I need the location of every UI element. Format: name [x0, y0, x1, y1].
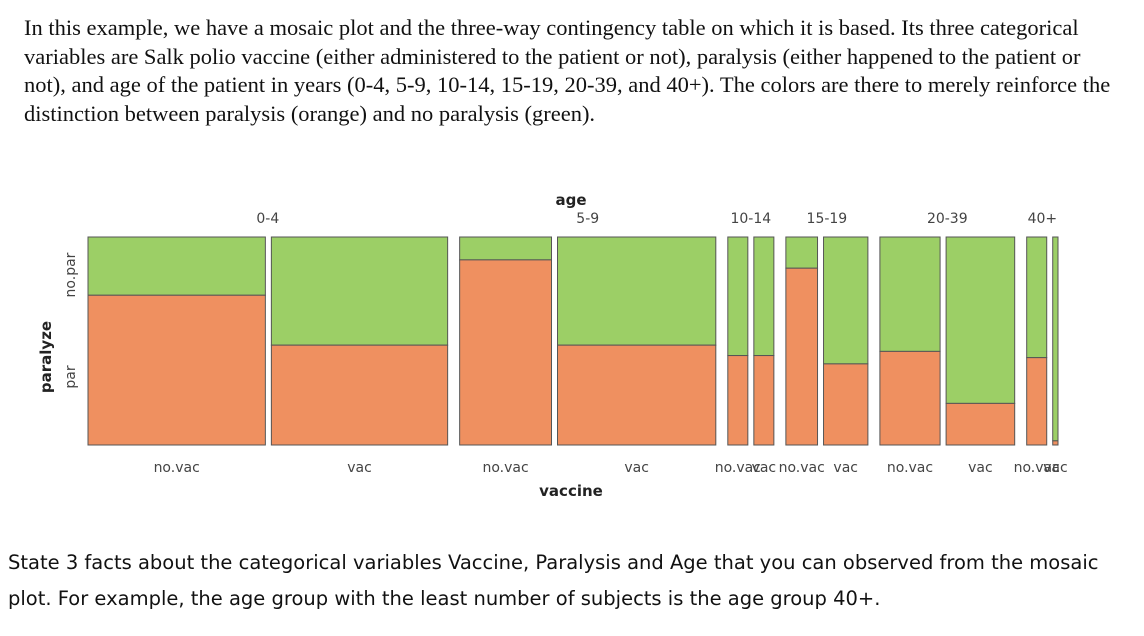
- cell-15-19-no.vac-par: [785, 267, 819, 446]
- cell-40plus-vac-par: [1052, 440, 1059, 446]
- cell-10-14-vac-par: [753, 355, 775, 446]
- cell-15-19-no.vac-no-par: [785, 236, 819, 269]
- cell-15-19-vac-par: [823, 363, 869, 446]
- cell-5-9-no.vac-par: [459, 259, 553, 446]
- vaccine-tick-label: vac: [347, 460, 372, 476]
- left-axis-title: paralyze: [37, 321, 55, 393]
- vaccine-tick-label: no.vac: [1014, 460, 1060, 476]
- cell-20-39-vac-par: [945, 402, 1016, 446]
- age-tick-label: 40+: [1028, 211, 1058, 227]
- cell-0-4-no.vac-no-par: [87, 236, 266, 296]
- cell-40plus-no.vac-par: [1026, 357, 1048, 446]
- top-axis-title: age: [555, 191, 586, 209]
- paralyze-tick-label: no.par: [63, 252, 79, 297]
- cell-5-9-vac-par: [557, 344, 717, 446]
- cell-10-14-no.vac-no-par: [727, 236, 749, 357]
- vaccine-tick-label: vac: [833, 460, 858, 476]
- vaccine-tick-label: vac: [968, 460, 993, 476]
- vaccine-tick-label: no.vac: [887, 460, 933, 476]
- cell-40plus-no.vac-no-par: [1026, 236, 1048, 359]
- cell-5-9-vac-no-par: [557, 236, 717, 346]
- cell-15-19-vac-no-par: [823, 236, 869, 365]
- cell-10-14-vac-no-par: [753, 236, 775, 357]
- question-paragraph: State 3 facts about the categorical vari…: [8, 551, 1099, 610]
- cell-20-39-no.vac-par: [879, 350, 941, 446]
- age-tick-label: 0-4: [256, 211, 279, 227]
- mosaic-plot: age vaccine paralyze par no.par 0-4 5-9 10-…: [37, 191, 1068, 500]
- cell-0-4-no.vac-par: [87, 294, 266, 446]
- vaccine-tick-label: vac: [1043, 460, 1068, 476]
- vaccine-tick-label: vac: [752, 460, 777, 476]
- bottom-axis-title: vaccine: [539, 482, 603, 500]
- vaccine-tick-label: no.vac: [482, 460, 528, 476]
- age-tick-label: 20-39: [927, 211, 968, 227]
- age-tick-label: 5-9: [576, 211, 599, 227]
- cell-0-4-vac-no-par: [270, 236, 449, 346]
- vaccine-tick-label: no.vac: [154, 460, 200, 476]
- age-tick-label: 15-19: [807, 211, 848, 227]
- intro-paragraph: In this example, we have a mosaic plot a…: [24, 15, 1111, 126]
- cell-10-14-no.vac-par: [727, 355, 749, 446]
- vaccine-tick-label: no.vac: [715, 460, 761, 476]
- cell-20-39-no.vac-no-par: [879, 236, 941, 352]
- vaccine-tick-label: vac: [624, 460, 649, 476]
- vaccine-tick-label: no.vac: [779, 460, 825, 476]
- cell-40plus-vac-no-par: [1052, 236, 1059, 442]
- paralyze-tick-label: par: [63, 365, 79, 388]
- cell-5-9-no.vac-no-par: [459, 236, 553, 261]
- cell-0-4-vac-par: [270, 344, 449, 446]
- age-tick-label: 10-14: [730, 211, 771, 227]
- cell-20-39-vac-no-par: [945, 236, 1016, 404]
